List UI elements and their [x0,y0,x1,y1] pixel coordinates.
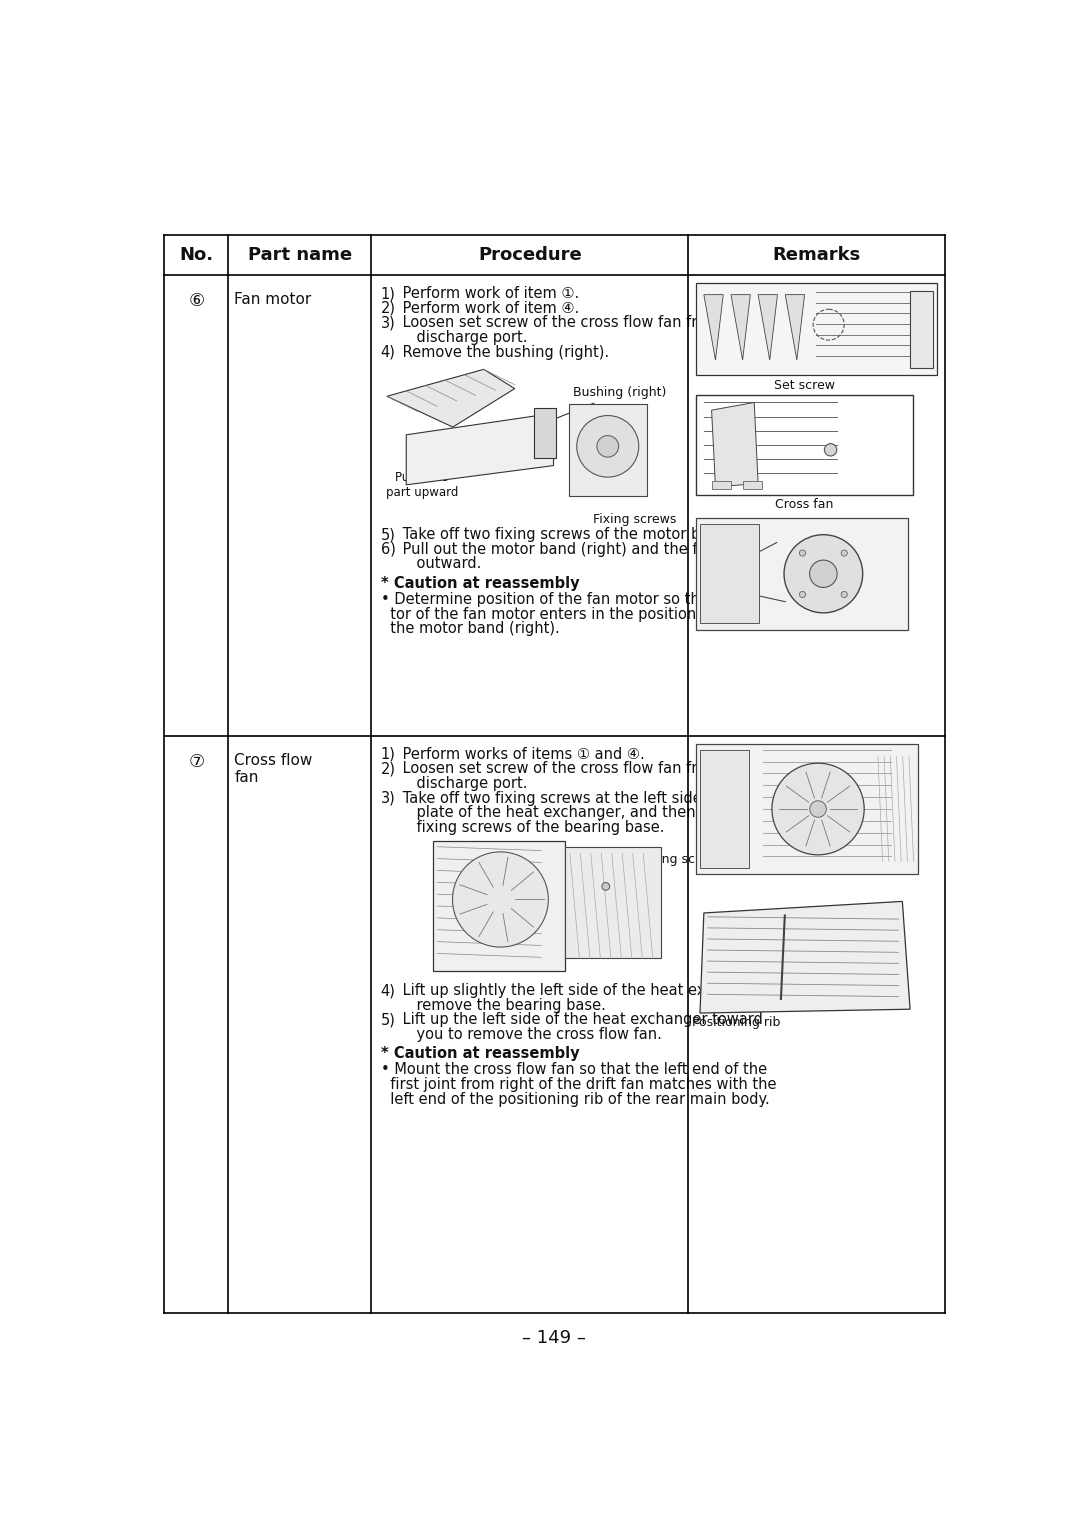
Text: Lift up slightly the left side of the heat exchanger to: Lift up slightly the left side of the he… [397,984,784,997]
Text: 3): 3) [380,316,395,331]
Text: – 149 –: – 149 – [522,1328,585,1347]
Text: • Determine position of the fan motor so that connec-: • Determine position of the fan motor so… [380,592,777,607]
Text: Fixing screw: Fixing screw [609,854,717,886]
Text: Set screw: Set screw [774,380,835,392]
Text: Procedure: Procedure [478,247,582,264]
Bar [697,744,918,874]
Polygon shape [712,403,758,486]
Circle shape [772,762,864,856]
Polygon shape [785,294,805,360]
Text: fixing screws of the bearing base.: fixing screws of the bearing base. [397,820,664,834]
Text: Positioning rib: Positioning rib [692,973,781,1029]
Text: 5): 5) [380,528,395,543]
Bar [743,480,762,488]
Text: the motor band (right).: the motor band (right). [380,621,559,636]
Text: • Mount the cross flow fan so that the left end of the: • Mount the cross flow fan so that the l… [380,1063,767,1077]
Circle shape [799,551,806,557]
Text: Perform works of items ① and ④.: Perform works of items ① and ④. [397,747,645,761]
Polygon shape [406,415,554,485]
Text: tor of the fan motor enters in the positioning rib of: tor of the fan motor enters in the posit… [380,607,761,622]
Bar [700,525,759,624]
Text: 4): 4) [380,345,395,360]
Circle shape [841,551,848,557]
Polygon shape [387,369,515,427]
Text: plate of the heat exchanger, and then take off two: plate of the heat exchanger, and then ta… [397,805,787,820]
Text: Take off two fixing screws at the left side of the end: Take off two fixing screws at the left s… [397,790,781,805]
Text: Cross flow
fan: Cross flow fan [234,753,312,785]
Circle shape [841,592,848,598]
Text: outward.: outward. [397,557,481,572]
Bar [697,518,908,630]
Text: * Caution at reassembly: * Caution at reassembly [380,1046,579,1061]
Bar [700,750,748,868]
Text: left end of the positioning rib of the rear main body.: left end of the positioning rib of the r… [380,1092,769,1107]
Circle shape [597,436,619,458]
Text: 1): 1) [380,747,395,761]
Text: 4): 4) [380,984,395,997]
Text: 6): 6) [380,541,395,557]
Text: Lift up the left side of the heat exchanger toward: Lift up the left side of the heat exchan… [397,1013,762,1028]
Bar [697,395,913,494]
Polygon shape [731,294,751,360]
Text: ⑦: ⑦ [188,753,204,770]
Text: Fan motor: Fan motor [234,293,311,308]
Text: Loosen set screw of the cross flow fan from the: Loosen set screw of the cross flow fan f… [397,761,748,776]
Text: discharge port.: discharge port. [397,329,527,345]
Text: 5): 5) [380,1013,395,1028]
Bar [433,840,565,971]
Circle shape [810,560,837,587]
Text: Pull out the motor band (right) and the fan motor: Pull out the motor band (right) and the … [397,541,765,557]
Bar [712,480,731,488]
Polygon shape [700,901,910,1013]
Text: Cross fan: Cross fan [775,499,834,511]
Text: Perform work of item ④.: Perform work of item ④. [397,300,579,316]
Text: Remove the bushing (right).: Remove the bushing (right). [397,345,609,360]
Circle shape [810,801,826,817]
Text: Bushing (right): Bushing (right) [549,386,666,422]
Bar [697,284,937,375]
Text: you to remove the cross flow fan.: you to remove the cross flow fan. [397,1026,662,1042]
Text: * Caution at reassembly: * Caution at reassembly [380,576,579,590]
Polygon shape [758,294,778,360]
Circle shape [824,444,837,456]
Bar [910,291,933,368]
Text: Fixing screws: Fixing screws [593,514,677,526]
Text: Part name: Part name [247,247,352,264]
Text: 2): 2) [380,300,395,316]
Text: Perform work of item ①.: Perform work of item ①. [397,287,579,300]
Text: Remarks: Remarks [772,247,861,264]
Text: 1): 1) [380,287,395,300]
Bar [569,404,647,497]
Circle shape [784,535,863,613]
Circle shape [453,852,549,947]
Text: 3): 3) [380,790,395,805]
Text: first joint from right of the drift fan matches with the: first joint from right of the drift fan … [380,1077,777,1092]
Text: Push this
part upward: Push this part upward [386,467,458,499]
Text: 2): 2) [380,761,395,776]
Circle shape [577,415,638,477]
Text: Take off two fixing screws of the motor band (right).: Take off two fixing screws of the motor … [397,528,783,543]
Bar [535,407,556,458]
Text: remove the bearing base.: remove the bearing base. [397,997,606,1013]
Text: ⑥: ⑥ [188,293,204,311]
Bar [565,846,661,958]
Text: discharge port.: discharge port. [397,776,527,791]
Text: Loosen set screw of the cross flow fan from the: Loosen set screw of the cross flow fan f… [397,316,748,331]
Circle shape [799,592,806,598]
Circle shape [602,883,610,891]
Polygon shape [704,294,724,360]
Text: No.: No. [179,247,213,264]
